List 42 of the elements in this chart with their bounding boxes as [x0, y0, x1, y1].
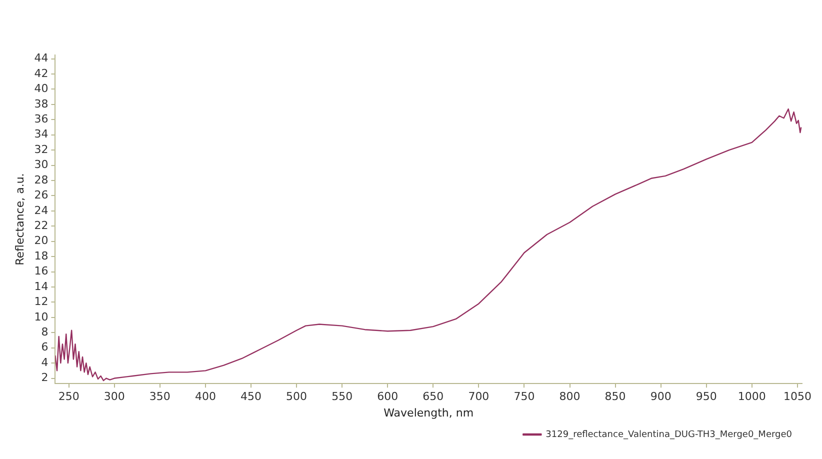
- x-tick-label: 300: [104, 390, 125, 404]
- x-tick-label: 650: [422, 390, 444, 404]
- y-tick-label: 32: [34, 142, 48, 156]
- x-tick-label: 1050: [783, 390, 812, 404]
- y-tick-label: 44: [34, 52, 48, 65]
- x-tick-label: 550: [332, 390, 353, 404]
- y-tick-label: 28: [34, 173, 48, 186]
- x-tick-label: 700: [468, 390, 490, 404]
- y-tick-label: 16: [34, 264, 48, 278]
- y-tick-label: 22: [34, 219, 48, 232]
- x-tick-label: 250: [58, 390, 80, 404]
- y-tick-label: 14: [34, 280, 48, 293]
- y-tick-label: 6: [41, 340, 48, 354]
- x-axis-title: Wavelength, nm: [384, 406, 474, 420]
- y-tick-label: 2: [41, 371, 48, 384]
- x-tick-label: 950: [696, 390, 717, 404]
- x-tick-label: 750: [514, 390, 535, 404]
- x-tick-label: 900: [650, 390, 672, 404]
- legend-label: 3129_reflectance_Valentina_DUG-TH3_Merge0_Merge0: [546, 430, 792, 440]
- x-tick-label: 350: [149, 390, 170, 404]
- y-tick-label: 18: [34, 249, 48, 262]
- x-tick-label: 600: [377, 390, 398, 404]
- y-tick-label: 10: [34, 310, 48, 324]
- y-tick-label: 30: [34, 158, 48, 172]
- y-tick-label: 36: [34, 112, 48, 126]
- y-tick-label: 4: [41, 356, 48, 369]
- x-tick-label: 1000: [738, 390, 766, 404]
- x-tick-label: 800: [559, 390, 580, 404]
- y-axis-title: Reflectance, a.u.: [13, 173, 26, 266]
- y-tick-label: 12: [34, 295, 48, 308]
- x-tick-label: 450: [240, 390, 262, 404]
- y-tick-label: 38: [34, 97, 48, 110]
- x-tick-label: 400: [194, 390, 216, 404]
- x-tick-label: 500: [286, 390, 308, 404]
- y-tick-label: 20: [34, 234, 48, 248]
- x-tick-label: 850: [604, 390, 626, 404]
- y-tick-label: 24: [34, 204, 48, 217]
- y-tick-label: 8: [41, 325, 48, 338]
- y-tick-label: 34: [34, 128, 48, 141]
- y-tick-label: 42: [34, 66, 48, 80]
- y-tick-label: 40: [34, 82, 48, 96]
- y-tick-label: 26: [34, 188, 48, 202]
